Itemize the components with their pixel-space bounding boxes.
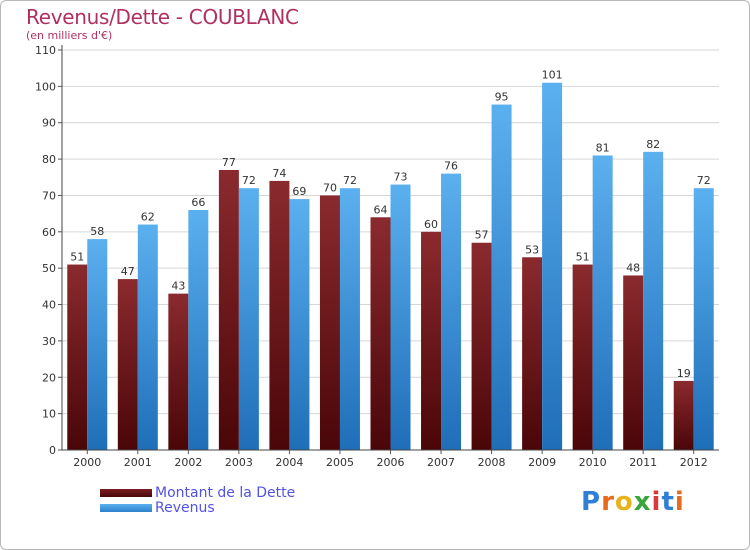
data-label-debt-2007: 60 bbox=[424, 218, 438, 231]
bar-revenus-2001 bbox=[137, 224, 158, 450]
x-tick-label: 2006 bbox=[377, 456, 405, 469]
bar-revenus-2006 bbox=[390, 184, 411, 450]
logo-letter: i bbox=[651, 487, 662, 517]
data-label-revenus-2000: 58 bbox=[90, 225, 104, 238]
bar-debt-2003 bbox=[218, 170, 239, 450]
bar-revenus-2010 bbox=[592, 155, 613, 451]
data-labels: 51 58 47 62 43 66 77 72 74 69 70 72 64 73 60 76 57 95 53 10… bbox=[70, 69, 710, 380]
y-tick-label: 40 bbox=[42, 299, 56, 312]
y-tick-label: 20 bbox=[42, 371, 56, 384]
y-tick-label: 100 bbox=[35, 80, 56, 93]
x-tick-label: 2007 bbox=[427, 456, 455, 469]
bar-revenus-2007 bbox=[441, 173, 462, 451]
x-tick-label: 2009 bbox=[528, 456, 556, 469]
data-label-revenus-2010: 81 bbox=[596, 141, 610, 154]
chart-title: Revenus/Dette - COUBLANC bbox=[26, 5, 299, 29]
y-tick-label: 70 bbox=[42, 189, 56, 202]
bar-revenus-2000 bbox=[87, 239, 108, 450]
y-tick-label: 110 bbox=[35, 44, 56, 57]
chart-subtitle: (en milliers d'€) bbox=[26, 29, 113, 42]
data-label-revenus-2011: 82 bbox=[646, 138, 660, 151]
bars bbox=[67, 82, 714, 451]
data-label-debt-2001: 47 bbox=[121, 265, 135, 278]
legend-swatch-revenus bbox=[100, 504, 152, 512]
data-label-debt-2002: 43 bbox=[171, 280, 185, 293]
bar-debt-2002 bbox=[168, 293, 189, 450]
x-tick-label: 2001 bbox=[124, 456, 152, 469]
data-label-revenus-2009: 101 bbox=[542, 69, 563, 82]
data-label-debt-2005: 70 bbox=[323, 181, 337, 194]
data-label-revenus-2001: 62 bbox=[141, 211, 155, 224]
x-tick-label: 2003 bbox=[225, 456, 253, 469]
data-label-revenus-2002: 66 bbox=[191, 196, 205, 209]
data-label-revenus-2005: 72 bbox=[343, 174, 357, 187]
bar-revenus-2003 bbox=[238, 188, 259, 450]
logo-letter: r bbox=[601, 487, 615, 517]
bar-debt-2009 bbox=[522, 257, 543, 450]
y-tick-label: 10 bbox=[42, 408, 56, 421]
bar-debt-2005 bbox=[319, 195, 340, 450]
data-label-debt-2011: 48 bbox=[626, 261, 640, 274]
bar-revenus-2008 bbox=[491, 104, 512, 450]
data-label-revenus-2003: 72 bbox=[242, 174, 256, 187]
bar-debt-2012 bbox=[673, 380, 694, 450]
proxiti-logo: Proxiti bbox=[581, 487, 685, 517]
bar-debt-2008 bbox=[471, 242, 492, 450]
y-tick-label: 80 bbox=[42, 153, 56, 166]
data-label-debt-2004: 74 bbox=[272, 167, 286, 180]
y-tick-label: 50 bbox=[42, 262, 56, 275]
logo-letter: i bbox=[674, 487, 685, 517]
data-label-revenus-2008: 95 bbox=[495, 91, 509, 104]
x-tick-label: 2004 bbox=[275, 456, 303, 469]
bar-debt-2006 bbox=[370, 217, 391, 450]
data-label-revenus-2004: 69 bbox=[292, 185, 306, 198]
bar-revenus-2005 bbox=[339, 188, 360, 450]
bar-revenus-2004 bbox=[289, 199, 310, 450]
x-tick-label: 2005 bbox=[326, 456, 354, 469]
x-tick-label: 2010 bbox=[579, 456, 607, 469]
x-tick-label: 2002 bbox=[174, 456, 202, 469]
x-tick-label: 2000 bbox=[73, 456, 101, 469]
y-tick-label: 30 bbox=[42, 335, 56, 348]
bar-revenus-2012 bbox=[693, 188, 714, 450]
data-label-debt-2012: 19 bbox=[677, 367, 691, 380]
data-label-revenus-2012: 72 bbox=[697, 174, 711, 187]
logo-letter: x bbox=[633, 487, 652, 517]
bar-debt-2007 bbox=[421, 231, 442, 450]
x-tick-label: 2012 bbox=[680, 456, 708, 469]
bar-debt-2004 bbox=[269, 180, 290, 450]
logo-letter: t bbox=[661, 487, 675, 517]
data-label-debt-2008: 57 bbox=[475, 229, 489, 242]
data-label-debt-2009: 53 bbox=[525, 243, 539, 256]
data-label-debt-2010: 51 bbox=[576, 251, 590, 264]
bar-debt-2011 bbox=[623, 275, 644, 450]
data-label-debt-2006: 64 bbox=[374, 203, 388, 216]
x-tick-label: 2011 bbox=[629, 456, 657, 469]
data-label-revenus-2006: 73 bbox=[394, 171, 408, 184]
legend-swatch-debt bbox=[100, 489, 152, 497]
bar-revenus-2002 bbox=[188, 210, 209, 450]
bar-debt-2000 bbox=[67, 264, 88, 450]
data-label-debt-2003: 77 bbox=[222, 156, 236, 169]
bar-debt-2010 bbox=[572, 264, 593, 450]
legend-label-revenus: Revenus bbox=[155, 500, 215, 516]
y-tick-label: 90 bbox=[42, 117, 56, 130]
logo-letter: P bbox=[581, 487, 602, 517]
axes: 0 10 20 30 40 50 60 70 80 90 100 110 2000 2001 2002 200… bbox=[35, 44, 719, 469]
bar-revenus-2009 bbox=[542, 82, 563, 451]
y-tick-label: 60 bbox=[42, 226, 56, 239]
legend-label-debt: Montant de la Dette bbox=[155, 485, 296, 501]
logo-letter: o bbox=[614, 487, 634, 517]
data-label-debt-2000: 51 bbox=[70, 251, 84, 264]
data-label-revenus-2007: 76 bbox=[444, 160, 458, 173]
x-tick-label: 2008 bbox=[478, 456, 506, 469]
y-tick-label: 0 bbox=[49, 444, 56, 457]
bar-revenus-2011 bbox=[643, 151, 664, 450]
bar-debt-2001 bbox=[117, 279, 138, 450]
